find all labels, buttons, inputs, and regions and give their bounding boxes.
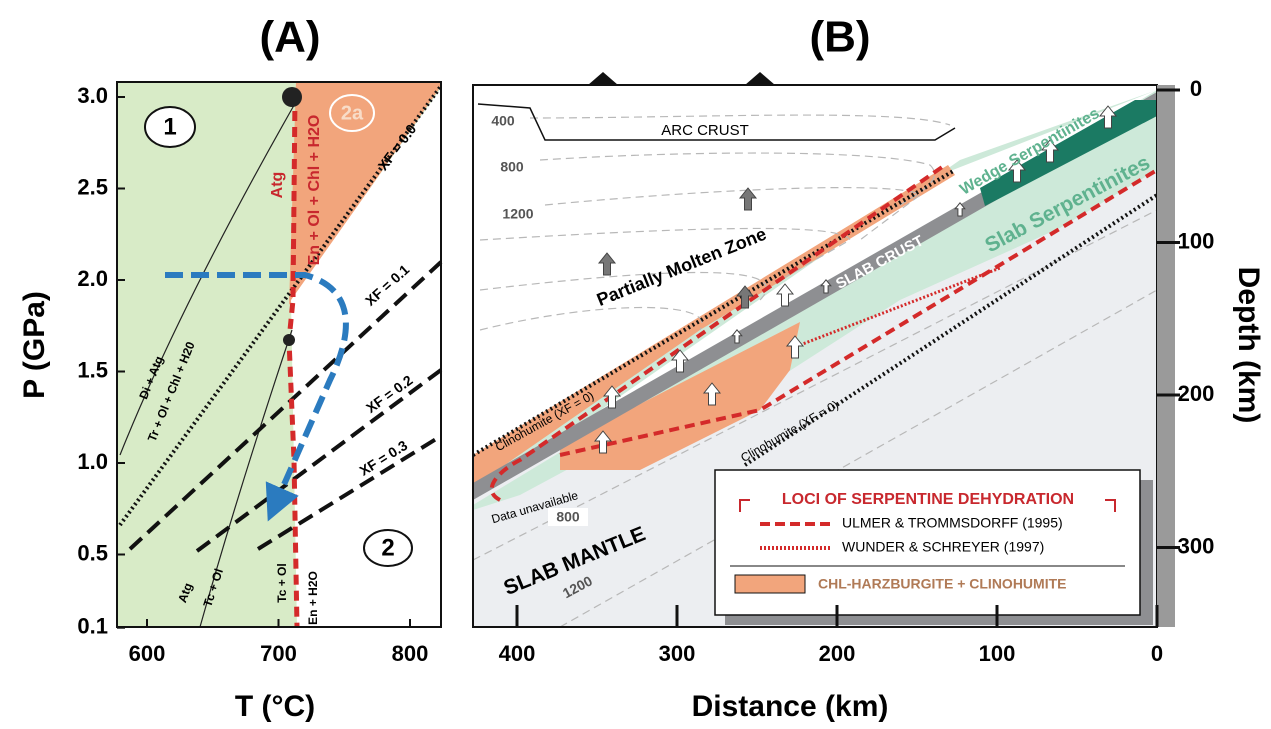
field-marker: [329, 94, 375, 132]
flow-arrow: [597, 252, 617, 276]
y-tick-label: 1.0: [77, 449, 108, 474]
y-tick-label: 0: [1190, 76, 1202, 101]
invariant-point: [283, 334, 295, 346]
flow-arrow: [731, 328, 743, 344]
legend-swatch: [734, 574, 806, 594]
y-tick-label: 0.5: [77, 540, 108, 565]
isotherm-label: 800: [500, 159, 524, 175]
clinohumite-line: [743, 193, 1159, 467]
y-tick-label: 2.5: [77, 174, 108, 199]
reaction-label: En + Ol + Chl + H2O: [306, 115, 323, 266]
reaction-line: [119, 99, 298, 456]
x-tick-label: 100: [979, 641, 1016, 666]
flow-arrow: [602, 385, 622, 409]
flow-arrow: [1040, 139, 1060, 163]
depth-bar: [1157, 85, 1175, 627]
panel-b: (B) Distance (km) Depth (km) 400 800 120…: [471, 13, 1265, 723]
legend-bracket: [739, 499, 1116, 512]
legend-title: LOCI OF SERPENTINE DEHYDRATION: [782, 491, 1074, 508]
flow-arrow: [735, 285, 755, 309]
flow-arrow: [775, 283, 795, 307]
ulmer-line: [559, 168, 1159, 457]
chl-harzburgite: [473, 165, 955, 487]
clinohumite-line: [471, 168, 957, 457]
y-tick-label: 200: [1178, 381, 1215, 406]
label-bg: [548, 508, 588, 526]
xf-line: [195, 368, 443, 553]
legend-label: WUNDER & SCHREYER (1997): [842, 539, 1044, 555]
legend-label: CHL-HARZBURGITE + CLINOHUMITE: [818, 576, 1067, 592]
flow-arrow: [593, 430, 613, 454]
flow-arrow: [954, 201, 966, 217]
field-label: 2a: [341, 102, 364, 124]
reaction-line: [199, 329, 293, 628]
arrows: [593, 105, 1118, 454]
xf-line: [256, 434, 443, 551]
flow-arrow: [1007, 159, 1027, 183]
flow-arrow: [738, 187, 758, 211]
field-marker: [144, 106, 196, 148]
isotherm-label: 1200: [502, 206, 533, 222]
y-tick-label: 2.0: [77, 266, 108, 291]
reaction-label: Atg: [269, 172, 286, 199]
x-tick-label: 700: [260, 641, 297, 666]
flow-arrow: [820, 278, 832, 294]
isotherm-label: 800: [556, 509, 580, 525]
ulmer-line: [489, 163, 947, 502]
x-tick-label: 800: [392, 641, 429, 666]
y-tick-label: 1.5: [77, 357, 108, 382]
xf-line: [118, 84, 443, 527]
field-label: 1: [163, 113, 176, 140]
flow-arrow: [670, 349, 690, 373]
field-label: 2: [381, 534, 394, 561]
flow-arrow: [702, 382, 722, 406]
x-tick-label: 0: [1151, 641, 1163, 666]
flow-arrow: [1098, 105, 1118, 129]
field-marker: [363, 529, 413, 567]
x-tick-label: 200: [819, 641, 856, 666]
reaction-label: En + H2O: [306, 571, 320, 625]
wedge-serpentinite-band: [980, 100, 1157, 206]
x-tick-label: 300: [659, 641, 696, 666]
invariant-point: [282, 87, 302, 107]
y-tick-label: 3.0: [77, 83, 108, 108]
y-tick-label: 100: [1178, 228, 1215, 253]
x-tick-label: 600: [129, 641, 166, 666]
panel-a: 1 2a 2 Atg En + Ol + Chl + H2O Di + Atg …: [18, 13, 443, 723]
reaction-label: Tc + Ol: [275, 563, 289, 602]
field-white: [291, 88, 441, 627]
y-tick-label: 300: [1178, 533, 1215, 558]
y-axis-title: Depth (km): [1232, 267, 1265, 424]
chl-harzburgite: [560, 322, 800, 470]
legend-label: ULMER & TROMMSDORFF (1995): [842, 515, 1063, 531]
panel-label: (B): [809, 13, 870, 62]
x-tick-label: 400: [499, 641, 536, 666]
y-tick-label: 0.1: [77, 614, 108, 639]
panel-label: (A): [259, 13, 320, 62]
flow-arrow: [785, 335, 805, 359]
x-axis-title: T (°C): [235, 690, 315, 723]
isotherm-label: 400: [491, 113, 515, 129]
trench-marker: [745, 72, 775, 85]
y-axis-title: P (GPa): [18, 291, 51, 399]
region-label: ARC CRUST: [661, 122, 749, 139]
wedge-serpentinite-zone: [473, 90, 1157, 480]
reaction-label: Atg: [175, 581, 195, 605]
arc-crust-base: [477, 103, 956, 141]
x-axis-title: Distance (km): [692, 690, 889, 723]
trench-marker: [588, 72, 618, 85]
